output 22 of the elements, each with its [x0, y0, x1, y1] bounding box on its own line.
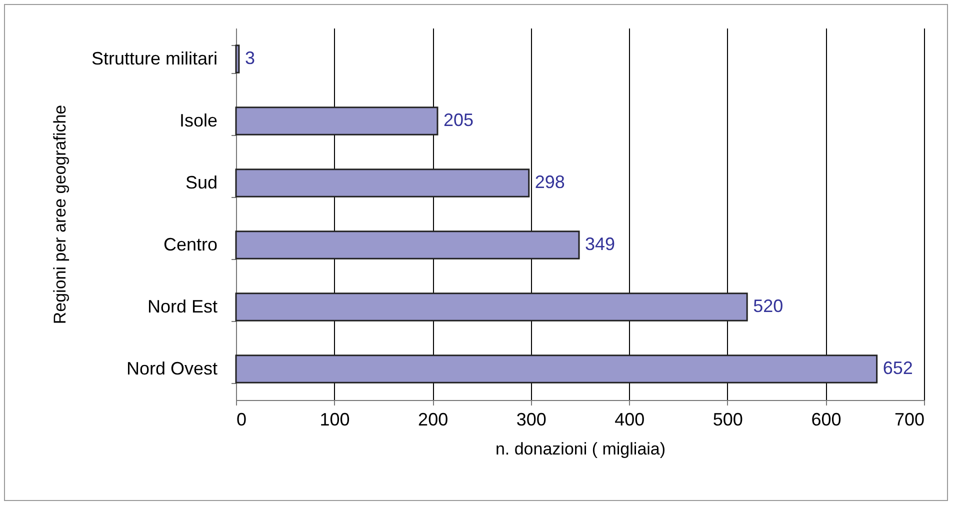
x-tick-label: 100	[320, 410, 350, 430]
y-tick-label: Nord Est	[147, 296, 218, 316]
y-tick-label: Strutture militari	[91, 48, 218, 68]
data-label: 520	[753, 296, 784, 316]
x-axis-title: n. donazioni ( migliaia)	[495, 440, 666, 458]
data-label: 349	[585, 234, 616, 254]
data-label: 3	[244, 48, 255, 68]
x-tick-label: 300	[516, 410, 546, 430]
data-label: 652	[882, 358, 913, 378]
y-tick-label: Sud	[185, 172, 218, 192]
data-label: 205	[443, 110, 474, 130]
x-tick-label: 600	[811, 410, 842, 430]
y-tick-label: Isole	[179, 110, 218, 130]
x-tick-label: 500	[712, 410, 743, 430]
x-tick-label: 400	[614, 410, 645, 430]
x-tick-label: 200	[418, 410, 448, 430]
y-tick-label: Centro	[163, 234, 218, 254]
x-tick-label: 700	[894, 410, 924, 430]
y-tick-label: Nord Ovest	[126, 358, 218, 378]
x-tick-label: 0	[236, 410, 247, 430]
y-axis-title: Regioni per aree geografiche	[50, 104, 70, 324]
data-label: 298	[534, 172, 565, 192]
